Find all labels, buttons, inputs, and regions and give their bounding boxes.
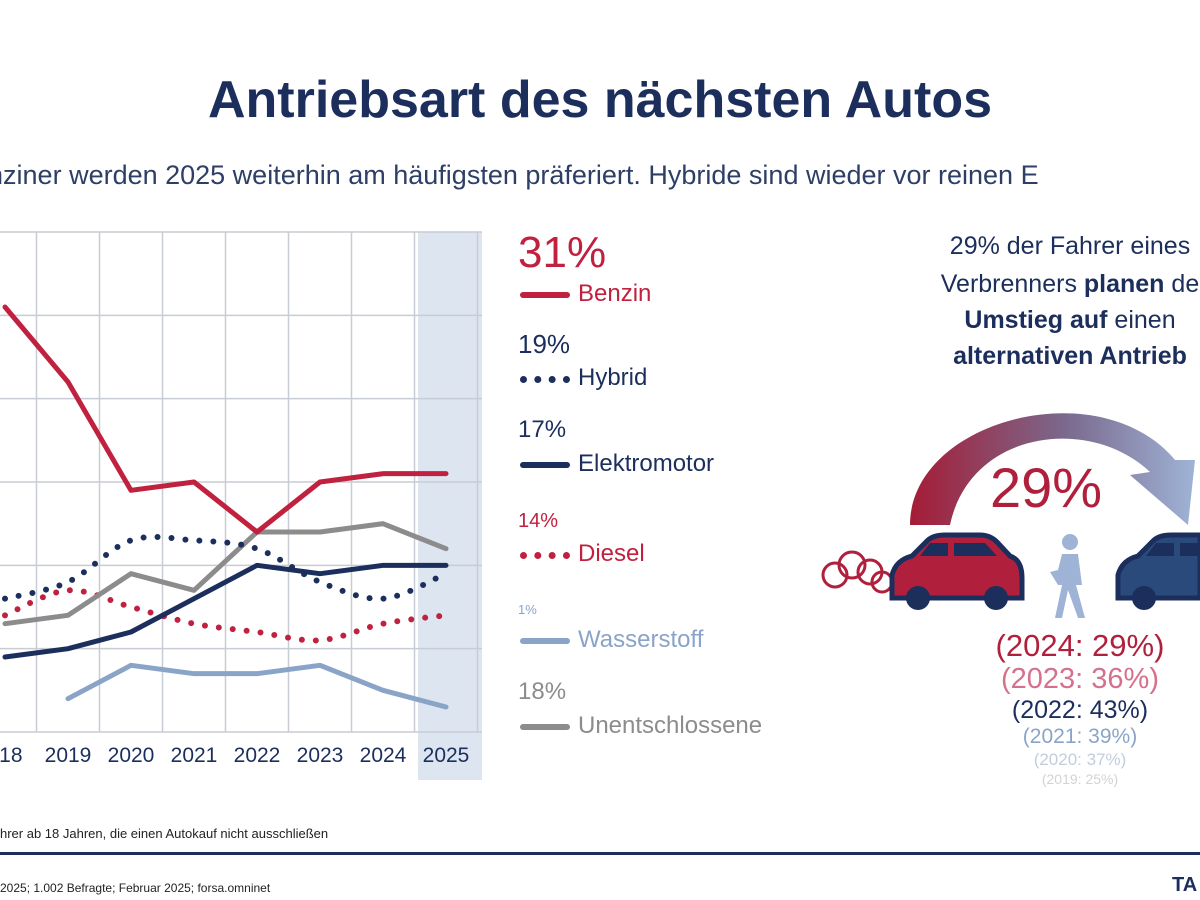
electric-car-icon	[1115, 532, 1200, 610]
series-line-wasserstoff	[65, 662, 449, 710]
x-tick-label: 2019	[45, 744, 92, 767]
data-point-elektromotor	[66, 646, 70, 651]
legend-swatch	[520, 376, 570, 383]
x-tick-label: 2020	[108, 744, 155, 767]
data-point-elektromotor	[129, 630, 133, 634]
info-line-2-end: de	[1164, 270, 1200, 298]
data-point-elektromotor	[3, 655, 7, 659]
highlight-2025-column	[418, 232, 482, 780]
data-point-wasserstoff	[192, 671, 196, 676]
switch-illustration	[821, 413, 1200, 618]
series-line-hybrid	[2, 533, 449, 602]
legend-value: 31%	[518, 228, 607, 278]
chart-grid	[0, 231, 482, 733]
history-entry: (2024: 29%)	[995, 628, 1165, 663]
x-tick-label: 2024	[360, 744, 407, 767]
history-entry: (2023: 36%)	[1001, 663, 1159, 695]
data-point-wasserstoff	[129, 663, 133, 668]
data-point-benzin	[129, 488, 133, 493]
legend-swatch	[520, 292, 570, 298]
data-point-unentschlossene	[318, 530, 322, 534]
data-point-elektromotor	[444, 563, 448, 568]
info-line-4: alternativen Antrieb	[880, 342, 1200, 371]
legend-label: Hybrid	[578, 364, 648, 391]
legend-swatch	[520, 552, 570, 559]
data-point-wasserstoff	[318, 663, 322, 668]
x-tick-label: 2025	[423, 744, 470, 767]
brand-logo: TA	[1172, 874, 1198, 896]
chart-series	[2, 304, 449, 710]
info-line-2: Verbrenners planen de	[880, 270, 1200, 299]
info-line-3-text: einen	[1107, 306, 1176, 334]
data-point-unentschlossene	[66, 613, 70, 618]
legend-label: Elektromotor	[578, 450, 715, 477]
data-point-benzin	[255, 530, 259, 534]
x-tick-label: 018	[0, 744, 23, 767]
data-point-wasserstoff	[255, 671, 259, 676]
data-point-wasserstoff	[66, 696, 70, 701]
series-line-elektromotor	[2, 562, 449, 660]
x-tick-label: 2022	[234, 744, 281, 767]
data-point-benzin	[3, 305, 7, 309]
data-point-elektromotor	[381, 563, 385, 568]
data-point-wasserstoff	[444, 705, 448, 709]
page-title: Antriebsart des nächsten Autos	[207, 71, 992, 129]
person-walking-icon	[1050, 534, 1085, 618]
x-axis-ticks: 018 2019 2020 2021 2022 2023 2024 2025	[0, 744, 469, 767]
exhaust-cloud-icon	[821, 550, 894, 594]
data-point-elektromotor	[318, 571, 322, 576]
combustion-car-icon	[889, 532, 1025, 610]
legend-swatch	[520, 724, 570, 730]
legend-label: Benzin	[578, 280, 652, 307]
legend-swatch	[520, 462, 570, 468]
data-point-unentschlossene	[3, 621, 7, 626]
data-point-benzin	[318, 480, 322, 484]
info-line-3-bold: Umstieg auf	[964, 306, 1108, 334]
legend-value: 17%	[518, 416, 567, 444]
data-point-benzin	[381, 471, 385, 476]
bottom-divider	[0, 852, 1200, 855]
data-point-wasserstoff	[381, 688, 385, 693]
legend-label: Diesel	[578, 540, 645, 567]
data-point-unentschlossene	[381, 521, 385, 526]
info-line-2-bold: planen	[1083, 270, 1165, 298]
data-point-unentschlossene	[444, 546, 448, 551]
data-point-elektromotor	[192, 596, 196, 601]
x-tick-label: 2021	[171, 744, 218, 767]
info-line-4-bold: alternativen Antrieb	[953, 342, 1187, 370]
page-subtitle: Benziner werden 2025 weiterhin am häufig…	[0, 160, 1039, 190]
legend-value: 18%	[518, 678, 567, 706]
legend-value: 14%	[518, 510, 559, 532]
data-point-benzin	[192, 480, 196, 484]
data-point-benzin	[444, 471, 448, 476]
transition-arrow-icon	[910, 413, 1195, 525]
legend-label: Wasserstoff	[578, 626, 704, 653]
legend-value: 1%	[518, 602, 537, 618]
footnote: hrer ab 18 Jahren, die einen Autokauf ni…	[0, 826, 329, 841]
series-line-unentschlossene	[2, 521, 449, 627]
source-note: 2025; 1.002 Befragte; Februar 2025; fors…	[0, 881, 271, 895]
history-entry: (2021: 39%)	[1022, 725, 1138, 748]
series-line-benzin	[2, 304, 449, 535]
switch-percentage: 29%	[990, 456, 1103, 519]
data-point-unentschlossene	[192, 588, 196, 593]
series-line-diesel	[2, 587, 449, 644]
info-line-1: 29% der Fahrer eines	[949, 232, 1191, 260]
data-point-elektromotor	[255, 563, 259, 568]
x-tick-label: 2023	[297, 744, 344, 767]
history-entry: (2019: 25%)	[1041, 771, 1119, 787]
legend-label: Unentschlossene	[578, 712, 763, 739]
data-point-unentschlossene	[129, 571, 133, 576]
legend-value: 19%	[518, 328, 571, 359]
info-line-3: Umstieg auf einen	[880, 306, 1200, 335]
data-point-benzin	[66, 380, 70, 384]
history-entry: (2020: 37%)	[1033, 750, 1127, 769]
legend-swatch	[520, 638, 570, 644]
history-entry: (2022: 43%)	[1011, 696, 1149, 724]
info-line-2-text: Verbrenners	[940, 270, 1084, 298]
